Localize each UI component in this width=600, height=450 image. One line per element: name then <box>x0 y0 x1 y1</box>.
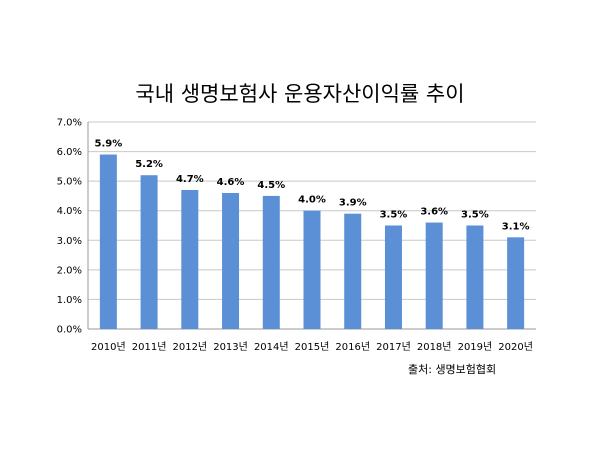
x-tick-label: 2016년 <box>335 341 370 353</box>
data-label: 5.9% <box>94 139 122 150</box>
bar <box>262 195 280 329</box>
bar <box>507 237 525 329</box>
y-tick-label: 2.0% <box>57 265 82 276</box>
x-tick-label: 2015년 <box>295 341 330 353</box>
bar <box>303 210 321 329</box>
bars <box>99 154 525 329</box>
x-tick-label: 2020년 <box>498 341 533 353</box>
data-label: 3.1% <box>502 221 530 232</box>
x-tick-label: 2018년 <box>417 341 452 353</box>
data-label: 4.0% <box>298 195 326 206</box>
bar <box>181 190 199 329</box>
bar <box>425 222 443 329</box>
x-tick-label: 2014년 <box>254 341 289 353</box>
x-tick-label: 2013년 <box>213 341 248 353</box>
data-label: 4.7% <box>176 174 204 185</box>
x-tick-label: 2017년 <box>376 341 411 353</box>
bar <box>222 192 240 329</box>
data-label: 5.2% <box>135 159 163 170</box>
source-note: 출처: 생명보험협회 <box>408 363 497 376</box>
data-label: 3.5% <box>380 210 408 221</box>
bar <box>384 225 402 329</box>
x-tick-label: 2011년 <box>132 341 167 353</box>
data-label: 3.6% <box>420 207 448 218</box>
x-tick-label: 2019년 <box>458 341 493 353</box>
data-label: 4.6% <box>217 177 245 188</box>
y-tick-label: 5.0% <box>57 177 82 188</box>
data-labels: 5.9% 5.2% 4.7% 4.6% 4.5% 4.0% 3.9% 3.5% 3.6% 3.5%… <box>94 139 529 233</box>
data-label: 3.9% <box>339 198 367 209</box>
bar <box>99 154 117 329</box>
axes: 0.0% 1.0% 2.0% 3.0% 4.0% 5.0% 6.0% 7.0% 2010년 201… <box>57 118 536 353</box>
y-tick-label: 6.0% <box>57 147 82 158</box>
y-tick-label: 0.0% <box>57 325 82 336</box>
y-tick-label: 7.0% <box>57 118 82 129</box>
bar <box>344 213 362 329</box>
data-label: 4.5% <box>257 180 285 191</box>
bar <box>466 225 484 329</box>
y-tick-label: 3.0% <box>57 236 82 247</box>
x-tick-label: 2010년 <box>91 341 126 353</box>
bar <box>140 175 158 329</box>
x-tick-label: 2012년 <box>172 341 207 353</box>
y-tick-label: 4.0% <box>57 206 82 217</box>
data-label: 3.5% <box>461 210 489 221</box>
chart-title: 국내 생명보험사 운용자산이익률 추이 <box>135 82 465 106</box>
y-tick-label: 1.0% <box>57 295 82 306</box>
